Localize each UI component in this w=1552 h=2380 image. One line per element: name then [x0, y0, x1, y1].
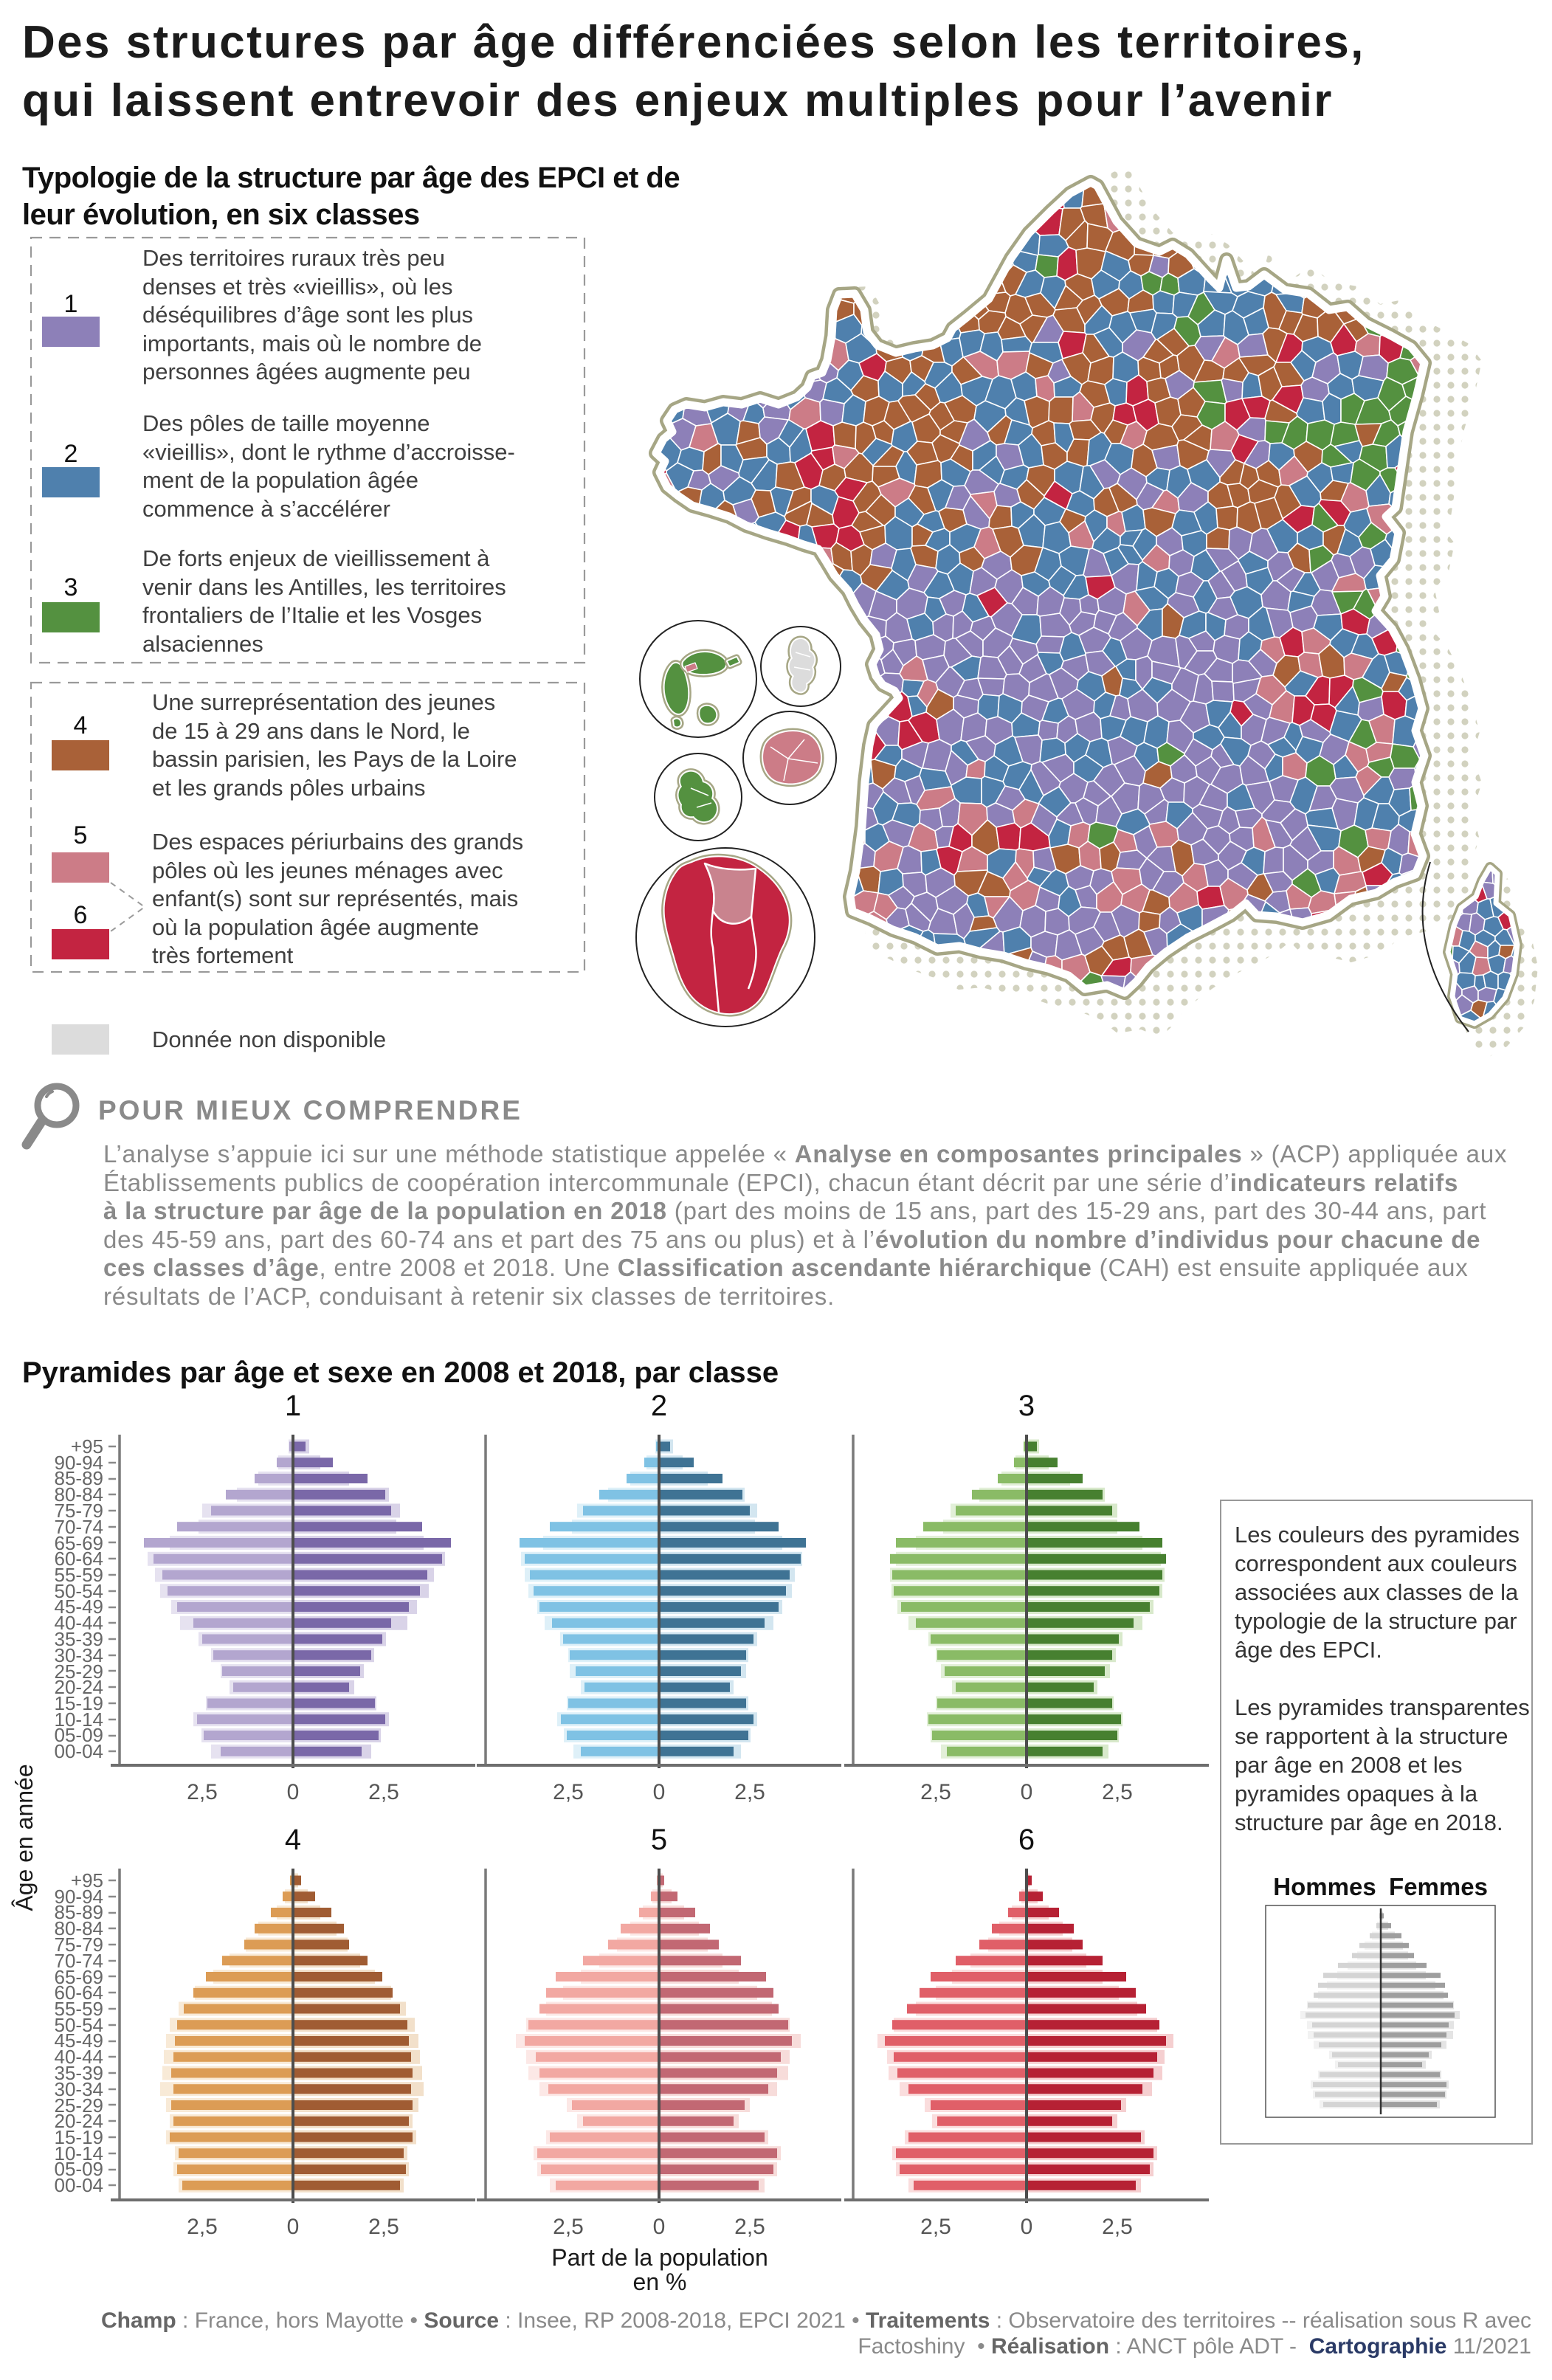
svg-text:25-29: 25-29 — [55, 1660, 104, 1683]
svg-text:65-69: 65-69 — [55, 1966, 104, 1988]
svg-text:2,5: 2,5 — [187, 1780, 218, 1804]
svg-text:0: 0 — [653, 1780, 666, 1804]
svg-text:2,5: 2,5 — [920, 2215, 951, 2239]
svg-text:75-79: 75-79 — [55, 1500, 104, 1522]
svg-text:85-89: 85-89 — [55, 1467, 104, 1489]
svg-text:90-94: 90-94 — [55, 1452, 104, 1474]
svg-text:5: 5 — [651, 1824, 667, 1856]
svg-text:+95: +95 — [71, 1435, 103, 1458]
svg-text:05-09: 05-09 — [55, 1724, 104, 1746]
svg-text:6: 6 — [1018, 1824, 1035, 1856]
svg-text:2,5: 2,5 — [553, 2215, 584, 2239]
svg-text:Hommes: Hommes — [1273, 1873, 1376, 1900]
svg-text:2: 2 — [651, 1390, 667, 1422]
svg-text:70-74: 70-74 — [55, 1516, 104, 1538]
svg-text:Part de la population: Part de la population — [551, 2244, 768, 2271]
svg-text:60-64: 60-64 — [55, 1548, 104, 1570]
svg-text:1: 1 — [285, 1390, 301, 1422]
svg-text:2,5: 2,5 — [553, 1780, 584, 1804]
svg-text:Femmes: Femmes — [1389, 1873, 1488, 1900]
svg-text:0: 0 — [287, 1780, 300, 1804]
svg-text:+95: +95 — [71, 1869, 103, 1891]
svg-text:55-59: 55-59 — [55, 1998, 104, 2020]
svg-text:55-59: 55-59 — [55, 1564, 104, 1586]
svg-text:2,5: 2,5 — [368, 1780, 399, 1804]
svg-text:0: 0 — [1021, 1780, 1033, 1804]
svg-text:2,5: 2,5 — [734, 1780, 765, 1804]
svg-text:05-09: 05-09 — [55, 2158, 104, 2180]
svg-text:2,5: 2,5 — [734, 2215, 765, 2239]
svg-text:15-19: 15-19 — [55, 2126, 104, 2148]
svg-text:65-69: 65-69 — [55, 1532, 104, 1554]
svg-text:60-64: 60-64 — [55, 1981, 104, 2004]
svg-text:85-89: 85-89 — [55, 1901, 104, 1923]
svg-text:Âge en année: Âge en année — [11, 1764, 38, 1911]
svg-text:00-04: 00-04 — [55, 1740, 104, 1762]
svg-text:70-74: 70-74 — [55, 1950, 104, 1972]
svg-text:90-94: 90-94 — [55, 1886, 104, 1908]
svg-text:15-19: 15-19 — [55, 1692, 104, 1714]
svg-text:50-54: 50-54 — [55, 2014, 104, 2036]
svg-text:10-14: 10-14 — [55, 2142, 104, 2165]
svg-text:40-44: 40-44 — [55, 1612, 104, 1634]
svg-text:3: 3 — [1018, 1390, 1035, 1422]
svg-text:20-24: 20-24 — [55, 2110, 104, 2132]
svg-text:35-39: 35-39 — [55, 1628, 104, 1650]
svg-text:45-49: 45-49 — [55, 1596, 104, 1618]
svg-text:30-34: 30-34 — [55, 1644, 104, 1666]
svg-text:80-84: 80-84 — [55, 1917, 104, 1939]
svg-text:2,5: 2,5 — [187, 2215, 218, 2239]
svg-text:45-49: 45-49 — [55, 2029, 104, 2052]
svg-text:00-04: 00-04 — [55, 2174, 104, 2196]
svg-text:25-29: 25-29 — [55, 2094, 104, 2117]
svg-text:4: 4 — [285, 1824, 301, 1856]
svg-text:20-24: 20-24 — [55, 1676, 104, 1698]
svg-text:10-14: 10-14 — [55, 1708, 104, 1731]
svg-text:2,5: 2,5 — [920, 1780, 951, 1804]
svg-text:en %: en % — [633, 2269, 687, 2295]
svg-text:80-84: 80-84 — [55, 1483, 104, 1505]
svg-text:0: 0 — [1021, 2215, 1033, 2239]
svg-text:2,5: 2,5 — [368, 2215, 399, 2239]
svg-text:30-34: 30-34 — [55, 2078, 104, 2100]
svg-text:50-54: 50-54 — [55, 1580, 104, 1602]
svg-text:75-79: 75-79 — [55, 1934, 104, 1956]
svg-text:2,5: 2,5 — [1102, 2215, 1133, 2239]
svg-text:0: 0 — [287, 2215, 300, 2239]
svg-text:40-44: 40-44 — [55, 2046, 104, 2068]
svg-text:35-39: 35-39 — [55, 2062, 104, 2084]
svg-text:2,5: 2,5 — [1102, 1780, 1133, 1804]
svg-text:0: 0 — [653, 2215, 666, 2239]
